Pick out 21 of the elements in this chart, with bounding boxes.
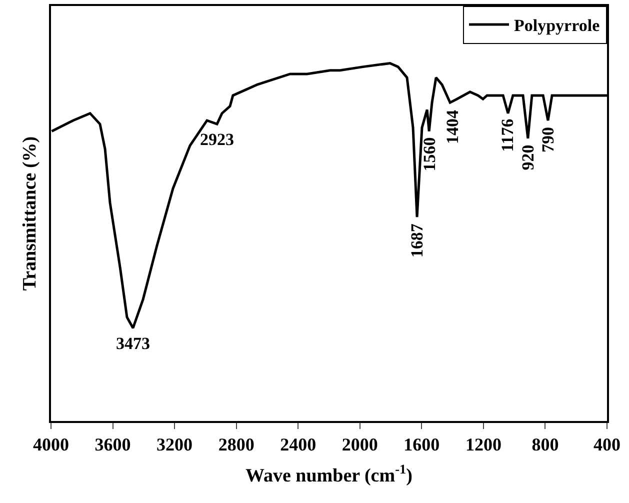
annotation: 920: [518, 144, 538, 170]
x-tick-label: 400: [594, 434, 620, 454]
annotation: 790: [538, 126, 558, 152]
annotation: 1176: [498, 118, 518, 152]
legend-label: Polypyrrole: [514, 16, 600, 36]
x-tick-label: 3600: [94, 434, 131, 454]
x-tick-label: 3200: [156, 434, 193, 454]
y-axis-title: Transmittance (%): [20, 136, 41, 291]
annotation: 3473: [116, 334, 150, 353]
annotation: 1404: [442, 110, 462, 144]
x-axis-title: Wave number (cm$^{-1}$): [246, 462, 412, 487]
annotation: 2923: [200, 130, 234, 149]
x-tick-label: 1600: [404, 434, 440, 454]
x-tick-label: 2800: [218, 434, 254, 454]
annotation: 1560: [420, 137, 439, 172]
x-tick-label: 800: [532, 434, 559, 454]
x-tick-label: 4000: [33, 434, 69, 454]
x-tick-label: 2000: [342, 434, 378, 454]
x-tick-label: 1200: [465, 434, 502, 454]
annotation: 1687: [407, 223, 426, 258]
x-tick-label: 2400: [280, 434, 316, 454]
